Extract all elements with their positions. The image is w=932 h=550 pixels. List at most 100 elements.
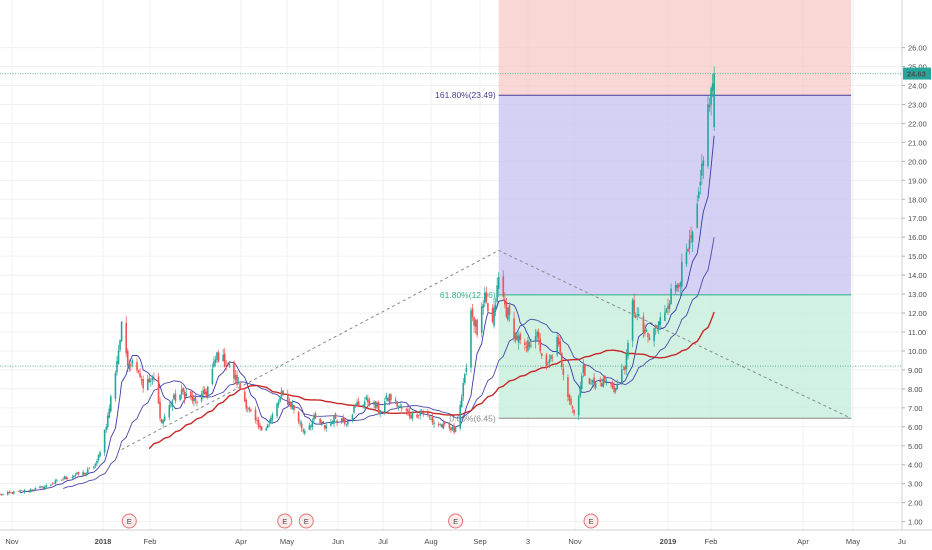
candle-body (340, 418, 343, 423)
candle-body (183, 391, 186, 399)
y-axis-tick-label: 3.00 (908, 480, 923, 489)
candle-body (602, 378, 605, 387)
candle-body (71, 476, 74, 478)
candle-body (422, 412, 425, 415)
candle-body (676, 284, 679, 289)
candle-body (157, 376, 160, 404)
candles (0, 66, 715, 496)
candle-body (297, 412, 300, 422)
candle-body (150, 380, 152, 382)
y-axis-tick-label: 12.00 (908, 309, 927, 318)
candle-body (482, 304, 485, 308)
candle-body (385, 395, 388, 400)
x-axis-tick-label: May (280, 537, 294, 546)
candle-body (205, 391, 208, 396)
candle-body (299, 422, 301, 424)
candle-body (431, 417, 434, 423)
candle-body (685, 251, 688, 265)
candle-body (254, 409, 257, 421)
candle-body (588, 378, 591, 384)
x-axis-tick-label: Jun (332, 537, 344, 546)
candle-body (29, 489, 32, 492)
candle-body (417, 415, 420, 417)
candle-body (125, 322, 128, 354)
candle-body (106, 415, 109, 428)
candle-body (233, 361, 235, 379)
candle-body (502, 276, 505, 297)
candle-body (139, 373, 141, 378)
candle-body (319, 418, 321, 424)
candle-body (580, 375, 583, 390)
last-price-badge (903, 67, 931, 80)
candle-body (276, 403, 278, 417)
candle-body (516, 335, 518, 341)
candle-body (367, 398, 369, 403)
candle-body (259, 425, 261, 428)
candle-body (379, 410, 381, 414)
candle-body (677, 284, 680, 288)
y-axis: 1.00 2.00 3.00 4.00 5.00 6.00 7.00 8.00 9.00 10.0… (901, 0, 932, 550)
candle-body (120, 321, 123, 341)
candle-body (383, 401, 386, 412)
candle-body (591, 379, 594, 383)
x-axis-tick-label: Aug (424, 537, 437, 546)
candle-body (217, 352, 220, 362)
candle-body (225, 365, 228, 367)
candle-body (85, 472, 87, 475)
candle-body (540, 353, 543, 356)
candle-body (105, 427, 107, 430)
candle-body (690, 235, 692, 239)
candle-body (470, 310, 472, 368)
x-axis-tick-label: Jul (378, 537, 388, 546)
candle-body (593, 377, 595, 386)
candle-body (140, 379, 143, 381)
y-axis-tick-label: 5.00 (908, 442, 923, 451)
candle-body (23, 489, 26, 493)
candle-body (464, 374, 466, 383)
x-axis-tick-label: Nov (568, 537, 582, 546)
x-axis-tick-label: 2019 (660, 537, 677, 546)
candle-body (228, 363, 231, 366)
candle-body (203, 389, 206, 395)
candle-body (528, 342, 531, 347)
x-axis-tick-label: Nov (5, 537, 19, 546)
candle-body (450, 427, 452, 431)
candle-body (268, 420, 271, 424)
candle-body (570, 398, 572, 405)
candle-body (97, 455, 100, 461)
candle-body (504, 299, 506, 305)
candle-body (408, 411, 411, 417)
y-axis-tick-label: 9.00 (908, 366, 923, 375)
candle-body (622, 369, 625, 371)
candle-body (634, 315, 637, 318)
candle-body (560, 353, 563, 367)
candle-body (94, 463, 97, 466)
y-axis-tick-label: 15.00 (908, 252, 927, 261)
candle-body (621, 369, 623, 384)
earnings-marker: E (277, 513, 293, 529)
y-axis-tick-label: 19.00 (908, 176, 927, 185)
candle-body (117, 350, 120, 365)
candle-body (103, 429, 106, 453)
candle-body (664, 312, 666, 321)
y-axis-tick-label: 22.00 (908, 119, 927, 128)
candle-body (451, 427, 454, 430)
candle-body (556, 336, 558, 355)
candle-body (34, 487, 37, 490)
earnings-marker: E (448, 513, 464, 529)
candle-body (387, 397, 389, 401)
candle-body (548, 359, 551, 363)
x-axis-tick-label: 2018 (95, 537, 112, 546)
candle-body (551, 357, 554, 358)
candle-body (200, 393, 203, 401)
candle-body (130, 364, 132, 367)
x-axis-tick-label: Feb (144, 537, 157, 546)
candle-body (137, 370, 140, 373)
candle-body (699, 181, 702, 186)
candle-body (214, 359, 217, 363)
earnings-marker-circle (277, 513, 293, 529)
candle-body (696, 203, 699, 228)
candle-body (250, 409, 252, 412)
